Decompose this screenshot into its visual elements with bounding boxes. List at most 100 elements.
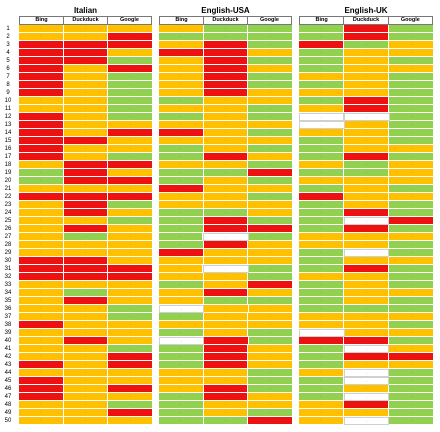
result-cell: . xyxy=(344,81,389,89)
result-cell: . xyxy=(203,385,249,393)
result-cell: . xyxy=(203,281,249,289)
result-cell: . xyxy=(108,25,153,33)
result-cell: . xyxy=(389,65,433,73)
row-number: 1 xyxy=(6,26,10,32)
result-cell: . xyxy=(19,57,64,65)
result-cell: . xyxy=(19,265,64,273)
result-cell: . xyxy=(108,89,153,97)
result-cell: . xyxy=(344,177,389,185)
result-cell: . xyxy=(19,169,64,177)
table-row: ... xyxy=(159,73,293,81)
result-cell: . xyxy=(389,113,433,121)
result-cell: . xyxy=(159,81,204,89)
table-row: ... xyxy=(299,385,433,393)
result-cell: . xyxy=(389,409,433,417)
table-row: ... xyxy=(159,41,293,49)
panel-english-usa: English-USA Bing Duckduck Google .......… xyxy=(159,6,293,425)
result-cell: . xyxy=(299,281,344,289)
result-cell: . xyxy=(344,57,389,65)
result-cell: . xyxy=(343,393,390,401)
result-cell: . xyxy=(344,145,389,153)
result-cell: . xyxy=(19,137,64,145)
result-cell: . xyxy=(19,113,64,121)
table-row: ... xyxy=(159,257,293,265)
result-cell: . xyxy=(248,369,293,377)
result-cell: . xyxy=(108,97,153,105)
result-cell: . xyxy=(63,297,109,305)
result-cell: . xyxy=(389,121,434,129)
table-row: ... xyxy=(19,401,153,409)
result-cell: . xyxy=(63,313,109,321)
result-cell: . xyxy=(108,409,153,417)
result-cell: . xyxy=(108,417,153,425)
table-row: ... xyxy=(19,377,153,385)
table-row: ... xyxy=(299,81,433,89)
table-row: ... xyxy=(19,393,153,401)
row-number: 2 xyxy=(6,34,10,40)
table-row: ... xyxy=(159,273,293,281)
table-row: ... xyxy=(19,289,153,297)
table-row: ... xyxy=(159,201,293,209)
table-row: ... xyxy=(19,321,153,329)
result-cell: . xyxy=(299,337,344,345)
row-number: 15 xyxy=(4,138,12,144)
row-number: 32 xyxy=(4,274,12,280)
row-number: 31 xyxy=(4,266,12,272)
result-cell: . xyxy=(344,241,389,249)
row-number: 26 xyxy=(4,226,12,232)
result-cell: . xyxy=(63,41,109,49)
result-cell: . xyxy=(19,185,64,193)
row-number: 25 xyxy=(4,218,12,224)
result-cell: . xyxy=(203,321,249,329)
result-cell: . xyxy=(108,209,153,217)
result-cell: . xyxy=(299,297,344,305)
table-row: ... xyxy=(19,257,153,265)
result-cell: . xyxy=(159,209,204,217)
result-cell: . xyxy=(344,121,390,129)
result-cell: . xyxy=(299,289,344,297)
table-row: ... xyxy=(19,329,153,337)
result-cell: . xyxy=(389,217,434,225)
column-header-bing: Bing xyxy=(300,17,345,24)
result-cell: . xyxy=(344,73,389,81)
table-row: ... xyxy=(19,137,153,145)
result-cell: . xyxy=(108,289,153,297)
result-cell: . xyxy=(248,65,293,73)
result-cell: . xyxy=(203,273,249,281)
result-cell: . xyxy=(299,113,345,121)
result-cell: . xyxy=(63,233,109,241)
result-cell: . xyxy=(248,97,293,105)
result-cell: . xyxy=(389,201,433,209)
result-cell: . xyxy=(343,345,390,353)
result-cell: . xyxy=(343,217,390,225)
result-cell: . xyxy=(389,105,433,113)
result-cell: . xyxy=(389,345,434,353)
table-row: ... xyxy=(299,249,434,257)
result-cell: . xyxy=(159,65,204,73)
result-cell: . xyxy=(63,217,109,225)
result-cell: . xyxy=(159,417,204,425)
result-cell: . xyxy=(19,217,64,225)
result-cell: . xyxy=(389,281,433,289)
result-cell: . xyxy=(159,409,204,417)
table-row: ... xyxy=(159,57,293,65)
result-cell: . xyxy=(108,249,153,257)
result-cell: . xyxy=(19,401,64,409)
result-cell: . xyxy=(63,201,109,209)
result-cell: . xyxy=(299,385,344,393)
result-cell: . xyxy=(344,289,389,297)
result-cell: . xyxy=(248,81,293,89)
result-cell: . xyxy=(248,313,293,321)
result-cell: . xyxy=(19,337,64,345)
result-cell: . xyxy=(63,273,109,281)
row-number: 20 xyxy=(4,178,12,184)
row-number: 48 xyxy=(4,402,12,408)
result-cell: . xyxy=(159,185,204,193)
table-row: ... xyxy=(19,241,153,249)
result-cell: . xyxy=(159,153,204,161)
result-cell: . xyxy=(248,153,293,161)
table-row: ... xyxy=(19,225,153,233)
result-cell: . xyxy=(19,177,64,185)
table-row: ... xyxy=(299,329,434,337)
result-cell: . xyxy=(108,57,153,65)
